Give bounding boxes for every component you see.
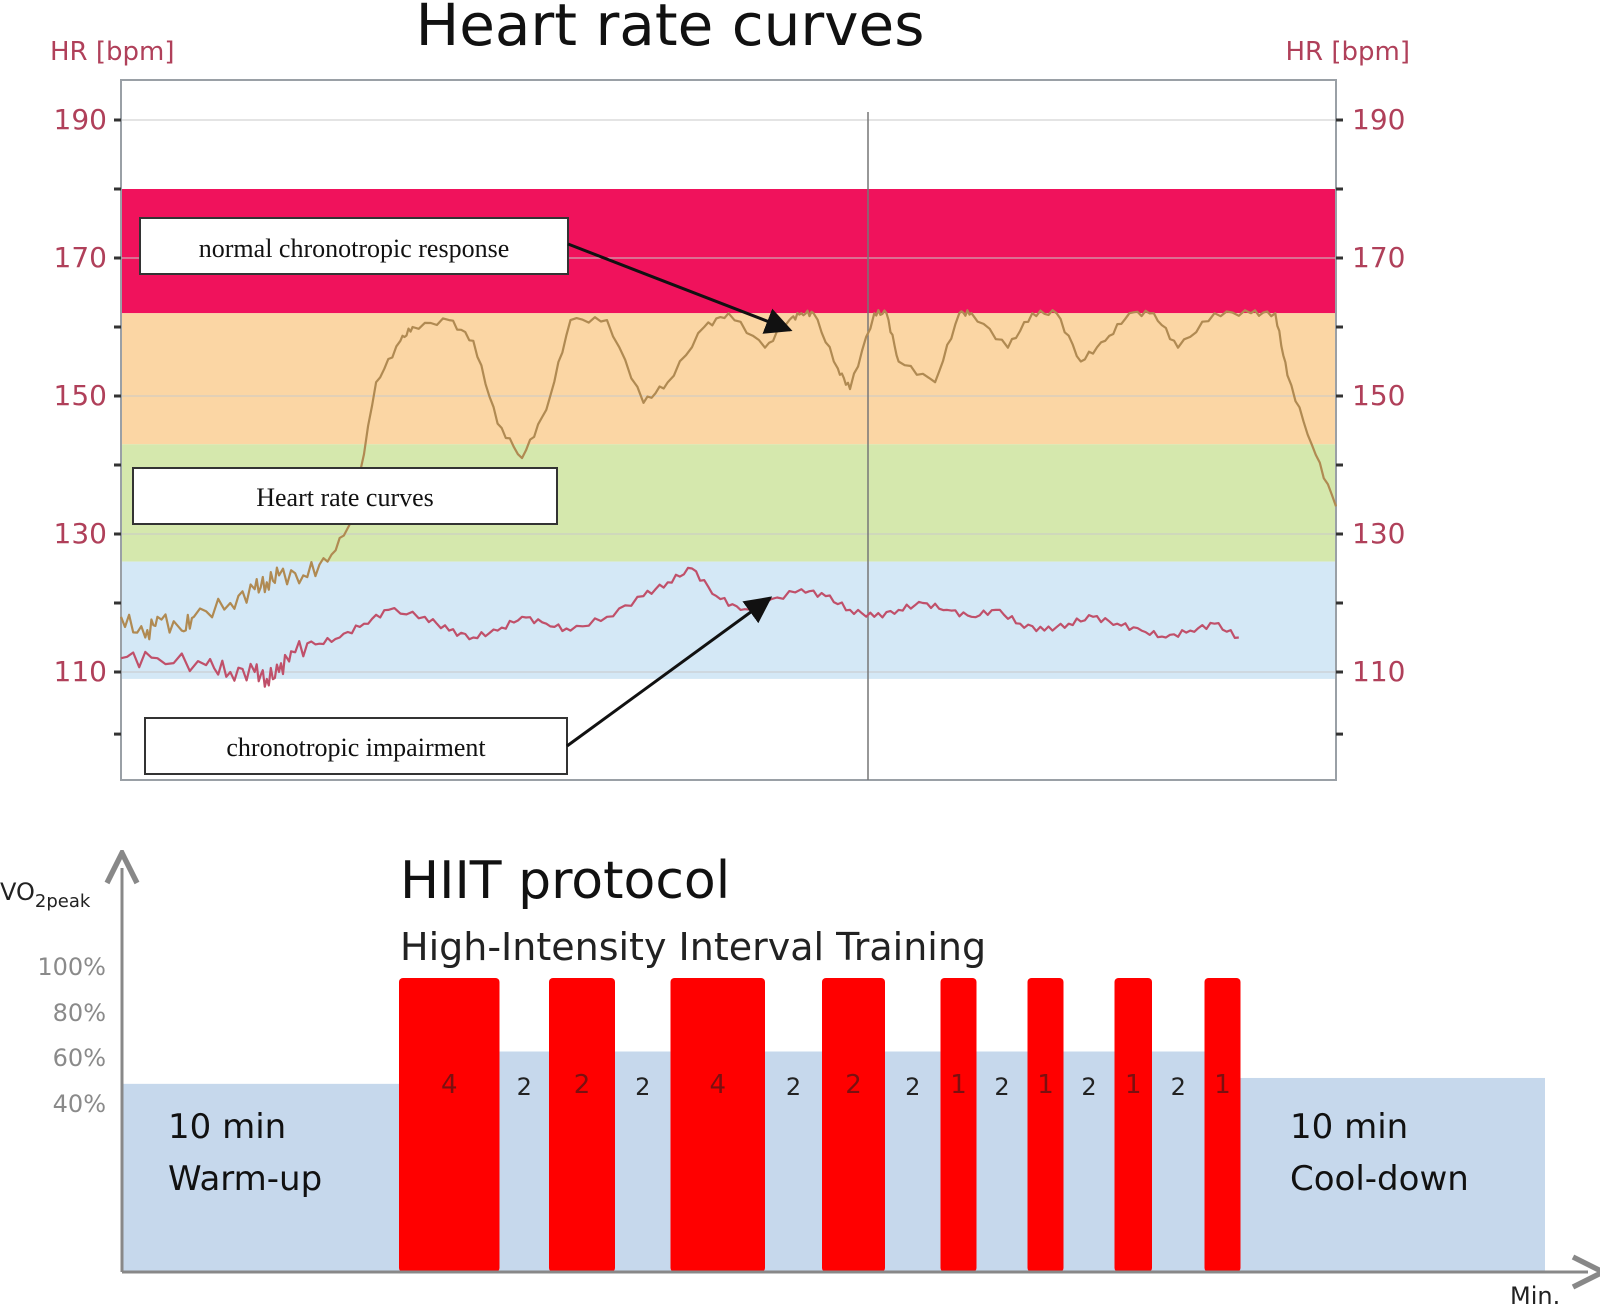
- work-interval-label: 1: [1214, 1070, 1231, 1100]
- work-interval-label: 1: [950, 1070, 967, 1100]
- work-interval-bar: [670, 978, 765, 1272]
- hiit-x-axis-label: Min.: [1510, 1282, 1560, 1308]
- rest-interval-label: 2: [994, 1073, 1009, 1101]
- hr-right-tick-label: 130: [1352, 517, 1405, 550]
- cooldown-label-line1: 10 min: [1290, 1107, 1408, 1147]
- rest-interval-label: 2: [905, 1073, 920, 1101]
- hr-left-tick-label: 190: [54, 103, 107, 136]
- hiit-y-tick-label: 40%: [53, 1090, 106, 1118]
- annotation-curves-text: Heart rate curves: [256, 483, 434, 512]
- annotation-impairment-arrow: [566, 596, 773, 748]
- hiit-y-tick-labels: 100% 80% 60% 40%: [37, 953, 106, 1118]
- hiit-y-axis-label: VO2peak: [0, 878, 91, 912]
- hiit-subtitle: High-Intensity Interval Training: [400, 925, 986, 969]
- work-interval-bar: [1114, 978, 1152, 1272]
- work-interval-bar: [399, 978, 500, 1272]
- work-interval-label: 1: [1037, 1070, 1054, 1100]
- work-interval-label: 2: [845, 1070, 862, 1100]
- hr-curve-impairment: [120, 566, 1239, 688]
- work-interval-bar: [822, 978, 885, 1272]
- hiit-title: HIIT protocol: [400, 851, 730, 911]
- rest-interval-label: 2: [635, 1073, 650, 1101]
- heart-rate-chart: Heart rate curves HR [bpm] HR [bpm] 190 1…: [50, 0, 1410, 781]
- annotation-normal-text: normal chronotropic response: [199, 234, 509, 263]
- cooldown-label-line2: Cool-down: [1290, 1159, 1469, 1199]
- rest-background: [399, 1051, 1241, 1272]
- warmup-label-line2: Warm-up: [168, 1159, 322, 1199]
- rest-interval-label: 2: [1171, 1073, 1186, 1101]
- hr-axis-ticks: 190 190 170 170 150 150 130 130 110 110: [54, 103, 1405, 736]
- annotation-normal-arrow: [567, 242, 793, 334]
- hr-left-tick-label: 130: [54, 517, 107, 550]
- hiit-y-axis-label-sub: 2peak: [35, 891, 91, 912]
- annotation-curves: Heart rate curves: [132, 467, 558, 525]
- hr-right-tick-label: 150: [1352, 379, 1405, 412]
- hr-curve-normal-response: [119, 309, 1338, 641]
- hr-left-tick-label: 170: [54, 241, 107, 274]
- hr-right-tick-label: 190: [1352, 103, 1405, 136]
- annotation-curves-box: [132, 467, 558, 525]
- hr-right-tick-label: 170: [1352, 241, 1405, 274]
- hr-right-axis-label: HR [bpm]: [1285, 37, 1410, 67]
- hiit-y-axis-label-main: VO: [0, 878, 35, 906]
- hiit-protocol-chart: HIIT protocol High-Intensity Interval Tr…: [0, 851, 1588, 1308]
- work-interval-label: 4: [441, 1070, 458, 1100]
- hr-right-tick-label: 110: [1352, 655, 1405, 688]
- warmup-block: [122, 1083, 399, 1272]
- annotation-normal-response: normal chronotropic response: [139, 217, 793, 334]
- work-interval-bar: [1204, 978, 1241, 1272]
- hr-left-axis-label: HR [bpm]: [50, 37, 175, 67]
- annotation-normal-box: [139, 217, 569, 275]
- warmup-label-line1: 10 min: [168, 1107, 286, 1147]
- hr-curves: [119, 309, 1338, 688]
- work-interval-bar: [549, 978, 615, 1272]
- hr-zone-blue: [121, 561, 1336, 679]
- hr-zone-orange: [121, 313, 1336, 445]
- hr-plot-frame: [120, 79, 1337, 781]
- work-interval-bar: [940, 978, 977, 1272]
- rest-interval-label: 2: [1081, 1073, 1096, 1101]
- hiit-y-tick-label: 60%: [53, 1044, 106, 1072]
- work-interval-label: 4: [709, 1070, 726, 1100]
- work-interval-label: 2: [574, 1070, 591, 1100]
- annotation-impairment: chronotropic impairment: [144, 596, 773, 775]
- hr-zone-bands: [121, 189, 1336, 679]
- hr-left-tick-label: 150: [54, 379, 107, 412]
- work-interval-bar: [1027, 978, 1064, 1272]
- rest-interval-label: 2: [517, 1073, 532, 1101]
- hr-chart-title: Heart rate curves: [416, 0, 925, 59]
- hiit-y-tick-label: 80%: [53, 999, 106, 1027]
- annotation-impairment-text: chronotropic impairment: [226, 733, 486, 762]
- rest-interval-label: 2: [786, 1073, 801, 1101]
- hiit-y-tick-label: 100%: [37, 953, 106, 981]
- work-interval-label: 1: [1125, 1070, 1142, 1100]
- cooldown-block: [1240, 1077, 1545, 1272]
- hr-left-tick-label: 110: [54, 655, 107, 688]
